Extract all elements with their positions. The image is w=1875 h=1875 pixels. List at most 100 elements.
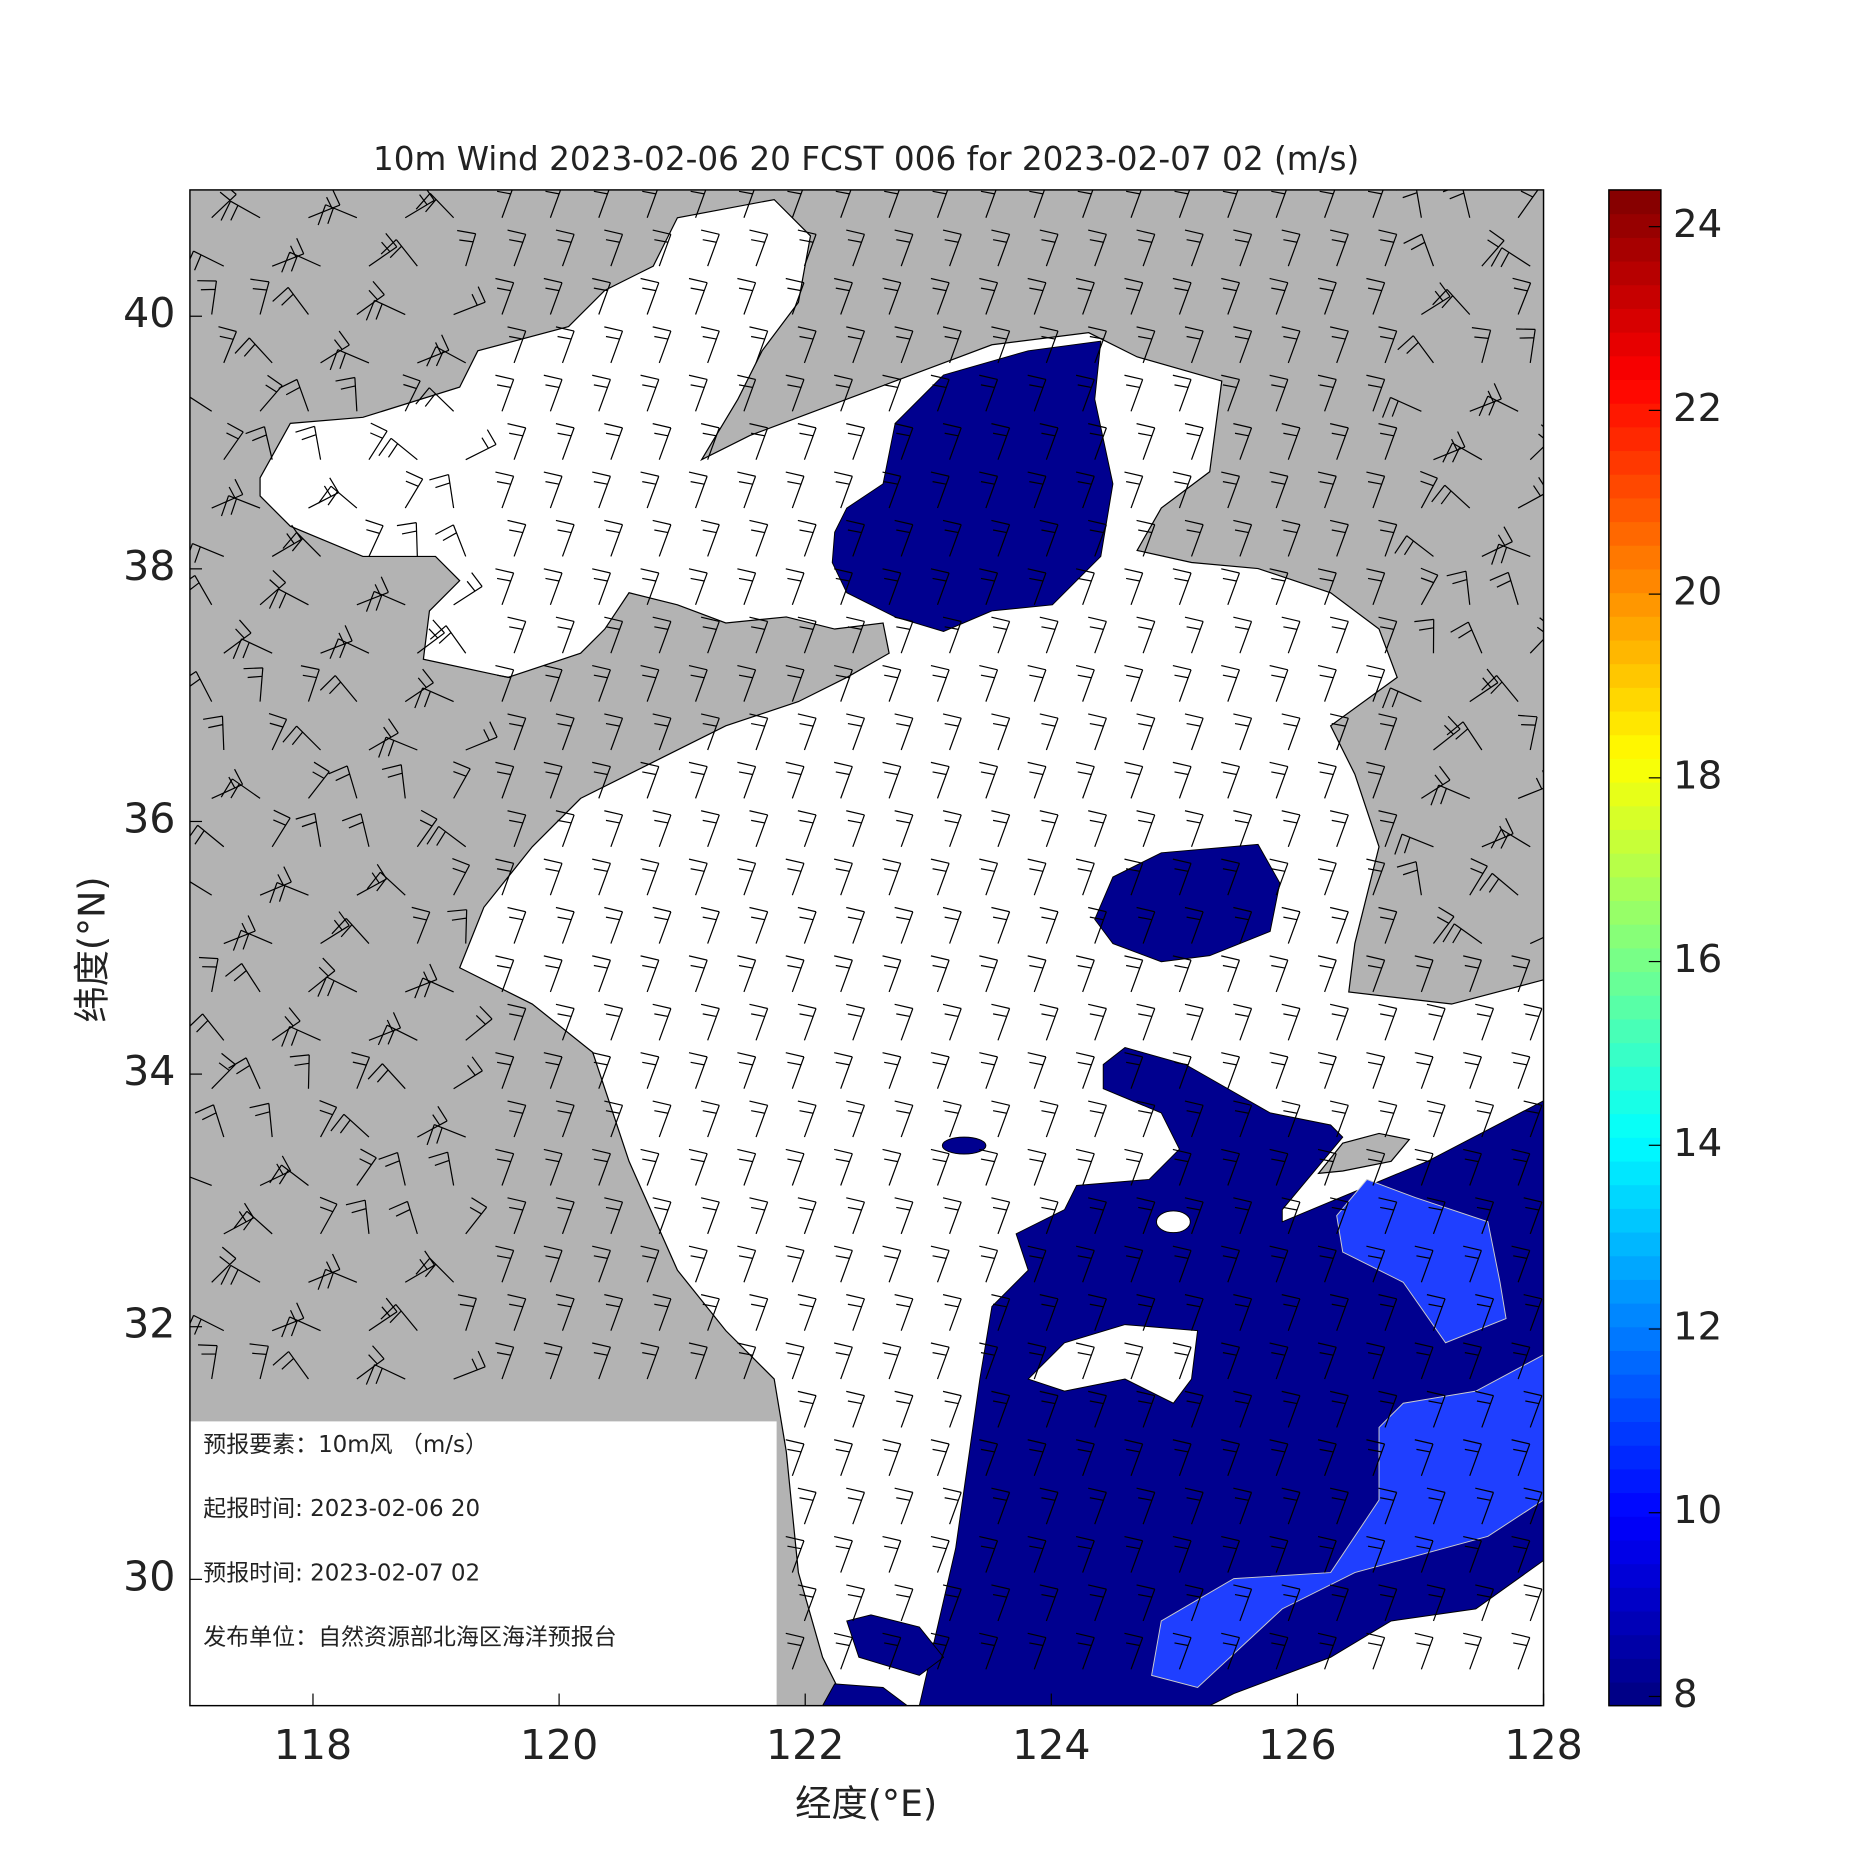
wind-barb (1366, 1632, 1386, 1670)
x-tick-label: 126 (1258, 1721, 1336, 1769)
wind-barb (329, 349, 370, 371)
wind-barb (882, 955, 902, 993)
wind-barb (1027, 1052, 1047, 1089)
wind-barb (1381, 396, 1422, 418)
wind-barb (834, 761, 853, 799)
wind-barb (1269, 374, 1289, 412)
wind-barb (1317, 1148, 1337, 1186)
wind-barb (797, 810, 817, 847)
wind-barb (942, 1294, 962, 1331)
wind-barb (882, 374, 902, 412)
wind-barb (592, 374, 611, 412)
wind-barb (930, 1535, 950, 1573)
wind-barb (1281, 1390, 1301, 1428)
wind-barb (749, 1197, 769, 1235)
wind-barb (345, 1199, 370, 1234)
wind-barb (1394, 535, 1434, 557)
wind-barb (1529, 617, 1544, 654)
wind-barb (1518, 714, 1538, 751)
wind-barb (1481, 229, 1505, 267)
wind-barb (592, 1245, 611, 1283)
wind-barb (1075, 858, 1095, 896)
wind-barb (1221, 1052, 1241, 1089)
wind-barb (404, 470, 424, 509)
wind-barb (543, 277, 563, 315)
wind-barb (1367, 189, 1384, 218)
colorbar-step (1608, 1610, 1661, 1636)
wind-barb (495, 1148, 515, 1186)
wind-barb (749, 810, 769, 847)
wind-barb (979, 761, 999, 799)
wind-barb (1475, 1584, 1495, 1622)
wind-barb (1317, 277, 1337, 315)
wind-barb (797, 616, 817, 654)
wind-barb (555, 1003, 575, 1041)
wind-barb (737, 1052, 757, 1089)
wind-barb (1027, 955, 1047, 993)
wind-barb (894, 229, 914, 267)
wind-barb (930, 1632, 950, 1670)
wind-barb (1172, 471, 1192, 509)
wind-barb (652, 713, 672, 751)
wind-barb (1172, 277, 1192, 315)
wind-barb (1184, 229, 1204, 267)
wind-barb (543, 1245, 563, 1283)
wind-barb (846, 1584, 866, 1622)
wind-barb (930, 1052, 950, 1089)
wind-barb (295, 812, 322, 847)
wind-barb (991, 1584, 1011, 1622)
wind-barb (1136, 713, 1156, 751)
wind-barb (452, 858, 471, 896)
wind-barb (1523, 1584, 1543, 1622)
wind-barb (834, 1535, 853, 1573)
wind-barb (834, 568, 853, 606)
wind-barb (1027, 1439, 1047, 1477)
wind-barb (1075, 664, 1095, 702)
wind-barb (688, 1245, 708, 1283)
wind-barb (1233, 1584, 1253, 1622)
wind-barb (1366, 1535, 1386, 1573)
wind-barb (894, 1294, 914, 1331)
wind-barb (495, 1245, 515, 1283)
wind-barb (593, 189, 610, 218)
wind-barb (197, 280, 218, 315)
wind-barb (1281, 1487, 1301, 1525)
wind-barb (688, 955, 708, 993)
wind-barb (652, 1003, 672, 1041)
wind-barb (894, 616, 914, 654)
wind-barb (1442, 442, 1483, 463)
wind-barb (1281, 1584, 1301, 1622)
wind-barb (652, 519, 672, 557)
wind-barb (308, 189, 341, 219)
wind-barb (1136, 1294, 1156, 1331)
colorbar-step (1608, 853, 1661, 878)
wind-barb (1088, 423, 1107, 460)
wind-barb (979, 955, 999, 993)
x-tick-label: 122 (766, 1721, 844, 1769)
wind-barb (1233, 423, 1253, 460)
wind-barb (1378, 713, 1398, 751)
colorbar-step (1608, 1397, 1661, 1423)
wind-barb (1126, 189, 1142, 218)
wind-barb (1184, 713, 1204, 751)
y-tick-label: 38 (123, 542, 175, 590)
wind-barb (271, 1007, 301, 1041)
wind-barb (930, 1245, 950, 1283)
wind-barb (1136, 1487, 1156, 1525)
wind-barb (1366, 955, 1386, 993)
wind-barb (507, 229, 527, 267)
wind-barb (1184, 423, 1204, 460)
wind-barb (1172, 1052, 1192, 1089)
wind-barb (1414, 1342, 1434, 1380)
wind-barb (797, 423, 817, 460)
wind-barb (1523, 1487, 1543, 1525)
wind-barb (1221, 1439, 1241, 1477)
wind-barb (930, 374, 950, 412)
wind-barb (688, 664, 708, 702)
wind-barb (1281, 519, 1301, 557)
wind-barb (1478, 395, 1519, 417)
wind-barb (942, 423, 962, 460)
wind-barb (1432, 289, 1471, 315)
wind-barb (225, 963, 261, 993)
wind-barb (447, 909, 468, 944)
